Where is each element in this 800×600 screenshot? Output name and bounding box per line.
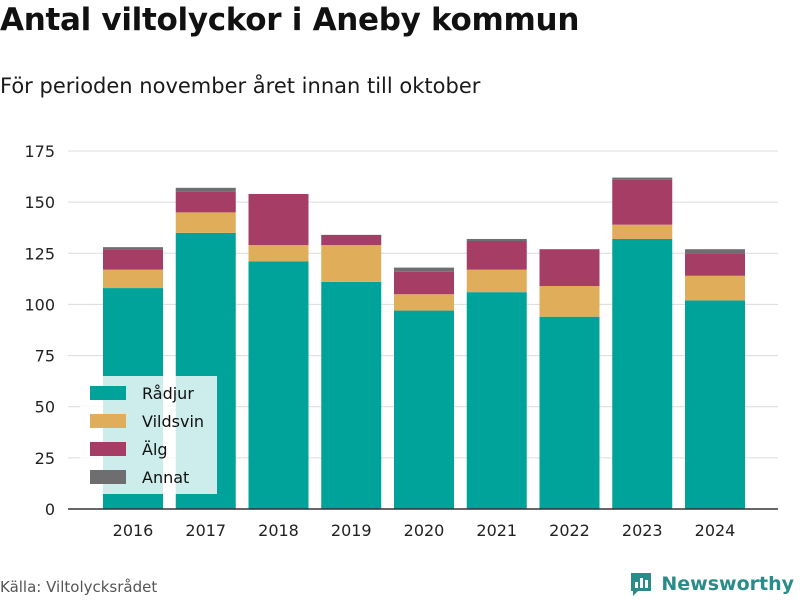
bar-segment	[539, 286, 600, 317]
bar-segment	[466, 292, 527, 509]
bar-segment	[539, 249, 600, 287]
bar-segment	[394, 294, 454, 311]
legend-label: Älg	[142, 440, 168, 459]
bar-segment	[321, 281, 382, 509]
bar-segment	[248, 193, 309, 246]
x-tick-label: 2016	[113, 521, 154, 540]
bar-segment	[175, 187, 236, 192]
bar-segment	[612, 177, 673, 180]
newsworthy-logo-icon	[631, 573, 652, 596]
bar-segment	[685, 275, 745, 301]
bar-segment	[394, 267, 454, 272]
x-tick-label: 2017	[185, 521, 226, 540]
bar-segment	[466, 238, 527, 242]
x-tick-label: 2022	[549, 521, 590, 540]
legend-swatch	[90, 442, 126, 456]
legend-swatch	[90, 386, 126, 400]
bar-segment	[321, 234, 382, 246]
y-tick-label: 0	[45, 500, 55, 519]
brand-logo: Newsworthy	[629, 569, 794, 599]
bar-segment	[612, 179, 673, 225]
y-tick-label: 100	[24, 295, 55, 314]
y-tick-label: 125	[24, 244, 55, 263]
bar-segment	[685, 249, 745, 254]
legend-swatch	[90, 414, 126, 428]
bar-segment	[103, 249, 163, 270]
x-tick-label: 2023	[622, 521, 663, 540]
y-tick-label: 175	[24, 142, 55, 161]
bar-segment	[685, 300, 745, 509]
bar-segment	[539, 316, 600, 509]
bar-segment	[685, 253, 745, 276]
bar-segment	[103, 247, 163, 250]
y-tick-label: 75	[35, 347, 55, 366]
x-tick-label: 2020	[404, 521, 445, 540]
y-tick-label: 150	[24, 193, 55, 212]
bar-segment	[394, 310, 454, 509]
bar-segment	[248, 261, 309, 509]
bar-segment	[612, 238, 673, 510]
bar-segment	[466, 241, 527, 270]
legend-label: Rådjur	[142, 384, 194, 403]
bar-segment	[612, 224, 673, 239]
legend-label: Vildsvin	[142, 412, 204, 431]
bar-segment	[175, 191, 236, 213]
y-tick-label: 50	[35, 398, 55, 417]
source-note: Källa: Viltolycksrådet	[0, 578, 158, 596]
legend-label: Annat	[142, 468, 189, 487]
legend-swatch	[90, 470, 126, 484]
x-tick-label: 2018	[258, 521, 299, 540]
x-tick-label: 2021	[476, 521, 517, 540]
bar-segment	[321, 245, 382, 282]
chart-title: Antal viltolyckor i Aneby kommun	[0, 2, 580, 38]
bar-segment	[103, 269, 163, 289]
bar-segment	[175, 212, 236, 233]
bar-segment	[248, 245, 309, 262]
x-tick-label: 2019	[331, 521, 372, 540]
bar-segment	[394, 271, 454, 295]
y-tick-label: 25	[35, 449, 55, 468]
bar-segment	[466, 269, 527, 293]
x-tick-label: 2024	[695, 521, 736, 540]
brand-name: Newsworthy	[661, 573, 794, 595]
chart-subtitle: För perioden november året innan till ok…	[0, 74, 481, 98]
